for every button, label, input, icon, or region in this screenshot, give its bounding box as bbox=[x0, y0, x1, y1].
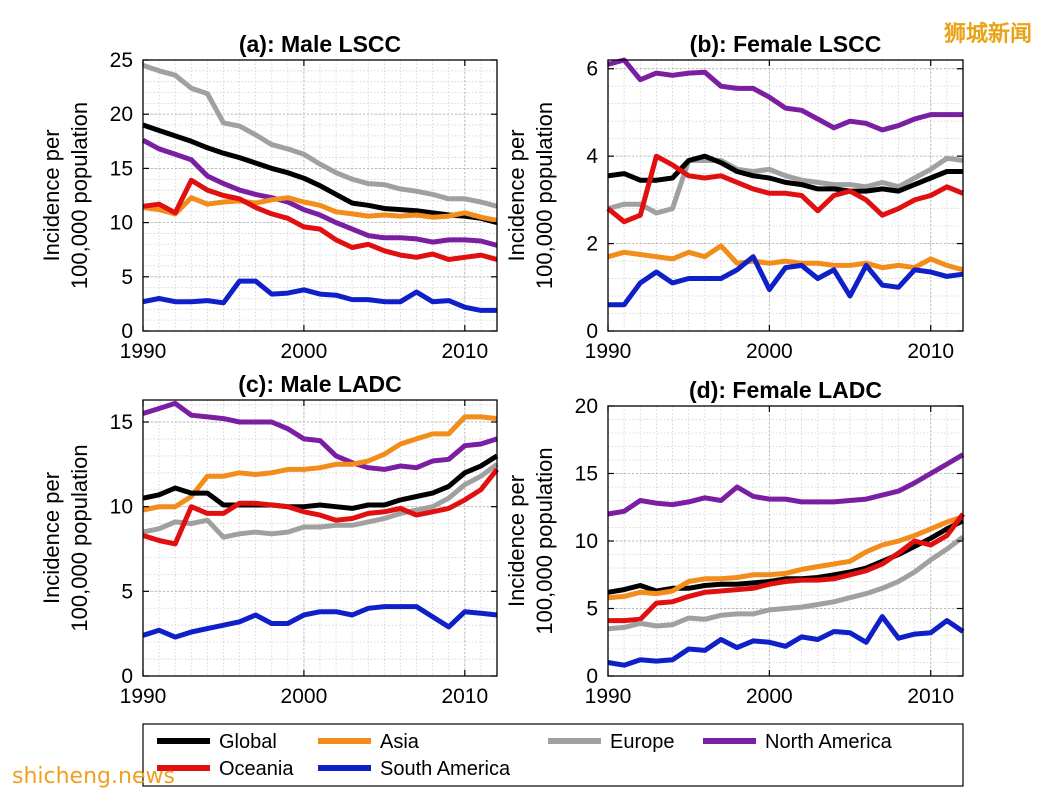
chart-panel: 0 5 10 15 20 1990 2000 2010 (d): Female LADC Inci… bbox=[504, 377, 966, 708]
panel-title: (a): Male LSCC bbox=[239, 31, 401, 57]
y-axis-label-line2: 100,000 population bbox=[67, 444, 92, 631]
x-tick-label: 2000 bbox=[281, 685, 328, 708]
y-tick-label: 15 bbox=[110, 411, 133, 434]
series-line bbox=[142, 414, 498, 513]
panel-title: (b): Female LSCC bbox=[690, 31, 882, 57]
legend-label: South America bbox=[380, 758, 511, 780]
y-axis-label-line2: 100,000 population bbox=[67, 102, 92, 289]
series-line bbox=[142, 400, 498, 472]
y-tick-label: 0 bbox=[121, 665, 133, 688]
series-line bbox=[607, 452, 965, 517]
series-line bbox=[606, 153, 964, 225]
series-line bbox=[142, 278, 497, 313]
panel-title: (d): Female LADC bbox=[689, 377, 882, 403]
chart-panel: 0 5 10 15 1990 2000 2010 (c): Male LADC Incidenc… bbox=[39, 371, 499, 708]
y-tick-label: 25 bbox=[110, 49, 133, 72]
series-line bbox=[607, 535, 965, 632]
series-line bbox=[141, 138, 498, 248]
x-tick-label: 1990 bbox=[585, 340, 632, 363]
series-line bbox=[607, 243, 964, 273]
legend-label: Global bbox=[219, 731, 277, 753]
y-tick-label: 5 bbox=[121, 580, 133, 603]
legend-label: North America bbox=[765, 731, 893, 753]
y-axis-label-line1: Incidence per bbox=[504, 475, 529, 607]
y-tick-label: 15 bbox=[110, 157, 133, 180]
axes-box bbox=[142, 59, 498, 332]
y-tick-label: 20 bbox=[575, 395, 598, 418]
y-axis-label-line1: Incidence per bbox=[39, 472, 64, 604]
legend-label: Europe bbox=[610, 731, 675, 753]
series-line bbox=[142, 467, 499, 547]
series-line bbox=[607, 57, 963, 133]
chart-panel: 0 2 4 6 1990 2000 2010 (b): Female LSCC Incidenc… bbox=[504, 31, 964, 363]
series-line bbox=[607, 153, 963, 194]
series-line bbox=[142, 462, 499, 540]
y-tick-label: 15 bbox=[575, 463, 598, 486]
series-line bbox=[142, 63, 498, 209]
x-tick-label: 2000 bbox=[746, 685, 793, 708]
watermark-top: 狮城新闻 bbox=[943, 22, 1032, 47]
x-tick-label: 2000 bbox=[746, 340, 793, 363]
series-line bbox=[142, 177, 498, 262]
series-line bbox=[142, 604, 498, 640]
y-tick-label: 0 bbox=[586, 320, 598, 343]
legend: Global Asia Europe North America Oceania Sout… bbox=[142, 723, 964, 787]
series-line bbox=[142, 195, 498, 223]
series-line bbox=[607, 614, 965, 668]
y-tick-label: 4 bbox=[586, 145, 598, 168]
y-tick-label: 6 bbox=[586, 58, 598, 81]
series-line bbox=[607, 514, 964, 601]
y-tick-label: 10 bbox=[110, 212, 133, 235]
y-axis-label-line1: Incidence per bbox=[504, 129, 529, 261]
y-tick-label: 10 bbox=[575, 530, 598, 553]
legend-label: Oceania bbox=[219, 758, 294, 780]
y-tick-label: 2 bbox=[586, 233, 598, 256]
series-line bbox=[608, 512, 966, 624]
y-tick-label: 10 bbox=[110, 496, 133, 519]
series-line bbox=[142, 122, 498, 226]
chart-panel: 0 5 10 15 20 25 1990 2000 2010 (a): Male LSCC Inci… bbox=[39, 31, 498, 363]
y-tick-label: 5 bbox=[586, 598, 598, 621]
axes-box bbox=[142, 399, 498, 677]
x-tick-label: 1990 bbox=[120, 685, 167, 708]
series-line bbox=[142, 453, 499, 511]
y-axis-label-line2: 100,000 population bbox=[532, 102, 557, 289]
legend-box bbox=[142, 723, 964, 787]
series-line bbox=[607, 155, 964, 216]
x-tick-label: 2010 bbox=[907, 685, 954, 708]
x-tick-label: 2010 bbox=[907, 340, 954, 363]
x-tick-label: 1990 bbox=[120, 340, 167, 363]
y-tick-label: 20 bbox=[110, 103, 133, 126]
y-tick-label: 0 bbox=[586, 665, 598, 688]
y-axis-label-line1: Incidence per bbox=[39, 129, 64, 261]
x-tick-label: 2000 bbox=[281, 340, 328, 363]
x-tick-label: 1990 bbox=[585, 685, 632, 708]
axes-box bbox=[607, 59, 964, 332]
y-tick-label: 5 bbox=[121, 266, 133, 289]
watermark-bottom: shicheng.news bbox=[12, 764, 175, 789]
x-tick-label: 2010 bbox=[441, 340, 488, 363]
y-axis-label-line2: 100,000 population bbox=[532, 447, 557, 634]
x-tick-label: 2010 bbox=[441, 685, 488, 708]
legend-label: Asia bbox=[380, 731, 420, 753]
y-tick-label: 0 bbox=[121, 320, 133, 343]
series-line bbox=[608, 254, 964, 308]
panel-title: (c): Male LADC bbox=[238, 371, 402, 397]
